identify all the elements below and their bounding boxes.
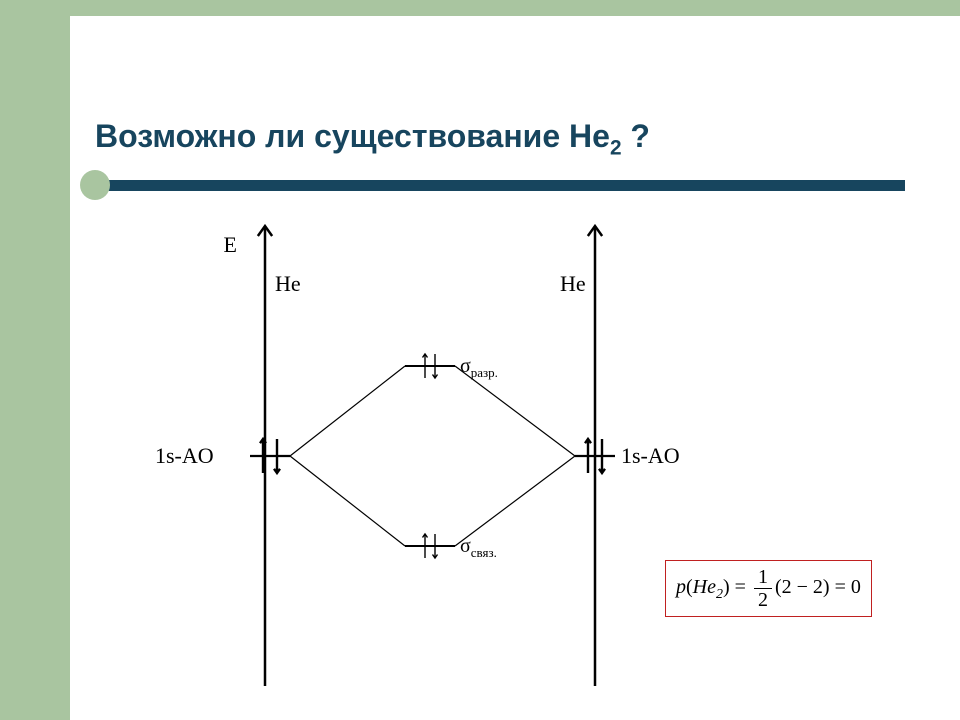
formula-he-sub: 2 <box>716 587 723 602</box>
svg-text:E: E <box>224 232 237 257</box>
svg-text:σразр.: σразр. <box>460 355 498 380</box>
formula-he: He <box>693 576 716 598</box>
top-band <box>0 0 960 16</box>
title-subscript: 2 <box>610 136 622 159</box>
svg-text:1s-AO: 1s-AO <box>155 443 214 468</box>
slide-title: Возможно ли существование He2 ? <box>95 118 650 160</box>
title-rule-cap <box>80 170 110 200</box>
formula-num: 1 <box>754 567 772 589</box>
page: Возможно ли существование He2 ? EHeHe1s-… <box>0 0 960 720</box>
title-rule <box>95 180 905 191</box>
svg-text:He: He <box>275 271 301 296</box>
side-band <box>0 0 70 720</box>
title-text-suffix: ? <box>622 118 650 154</box>
formula-diff: (2 − 2) <box>775 576 830 598</box>
mo-diagram: EHeHe1s-AO1s-AOσразр.σсвяз. <box>155 216 685 694</box>
formula-fraction: 1 2 <box>754 567 772 610</box>
bond-order-formula: p(He2) = 1 2 (2 − 2) = 0 <box>665 560 872 617</box>
svg-text:He: He <box>560 271 586 296</box>
formula-p: p <box>676 576 686 598</box>
formula-result: 0 <box>851 576 861 598</box>
svg-text:1s-AO: 1s-AO <box>621 443 680 468</box>
formula-den: 2 <box>754 589 772 610</box>
title-text-prefix: Возможно ли существование He <box>95 118 610 154</box>
